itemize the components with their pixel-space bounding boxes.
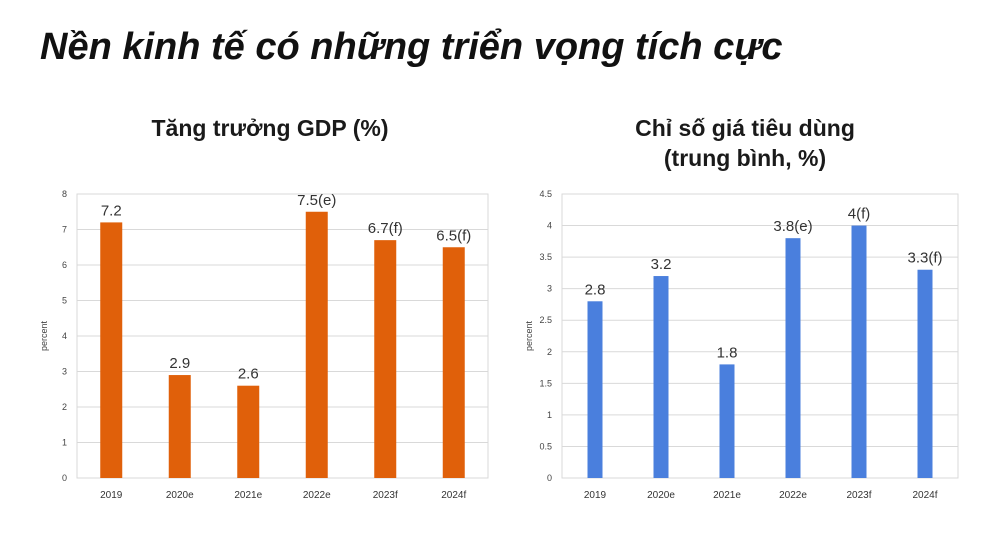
gdp-bar	[305, 211, 328, 478]
gdp-data-label: 2.9	[169, 355, 190, 372]
gdp-x-tick-label: 2024f	[441, 490, 466, 501]
gdp-data-label: 6.5(f)	[436, 227, 471, 244]
cpi-chart-title-line-1: Chỉ số giá tiêu dùng	[635, 115, 855, 141]
cpi-chart-title-line-2: (trung bình, %)	[663, 145, 827, 171]
gdp-bar	[168, 375, 191, 478]
gdp-y-axis-label: percent	[39, 320, 49, 351]
gdp-y-tick-label: 1	[62, 438, 67, 448]
gdp-chart-title: Tăng trưởng GDP (%)	[60, 113, 480, 143]
gdp-data-label: 7.5(e)	[297, 192, 336, 209]
gdp-bar	[237, 385, 260, 478]
gdp-data-label: 2.6	[238, 366, 259, 383]
gdp-y-tick-label: 3	[62, 367, 67, 377]
gdp-x-tick-label: 2020e	[166, 490, 194, 501]
gdp-y-tick-label: 0	[62, 473, 67, 483]
gdp-data-label: 7.2	[101, 202, 122, 219]
gdp-data-label: 6.7(f)	[368, 220, 403, 237]
page-title: Nền kinh tế có những triển vọng tích cực	[40, 26, 783, 68]
gdp-y-tick-label: 6	[62, 260, 67, 270]
gdp-bar	[442, 247, 465, 478]
gdp-x-tick-label: 2023f	[373, 490, 398, 501]
gdp-y-tick-label: 4	[62, 331, 67, 341]
gdp-x-tick-label: 2022e	[303, 490, 331, 501]
gdp-bar	[374, 240, 397, 478]
gdp-x-tick-label: 2021e	[234, 490, 262, 501]
gdp-y-tick-label: 2	[62, 402, 67, 412]
gdp-y-tick-label: 5	[62, 296, 67, 306]
cpi-chart-title: Chỉ số giá tiêu dùng (trung bình, %)	[535, 113, 955, 173]
gdp-bar	[100, 222, 123, 478]
gdp-y-tick-label: 8	[62, 189, 67, 199]
gdp-x-tick-label: 2019	[100, 490, 123, 501]
gdp-chart-title-text: Tăng trưởng GDP (%)	[151, 115, 389, 141]
gdp-y-tick-label: 7	[62, 225, 67, 235]
